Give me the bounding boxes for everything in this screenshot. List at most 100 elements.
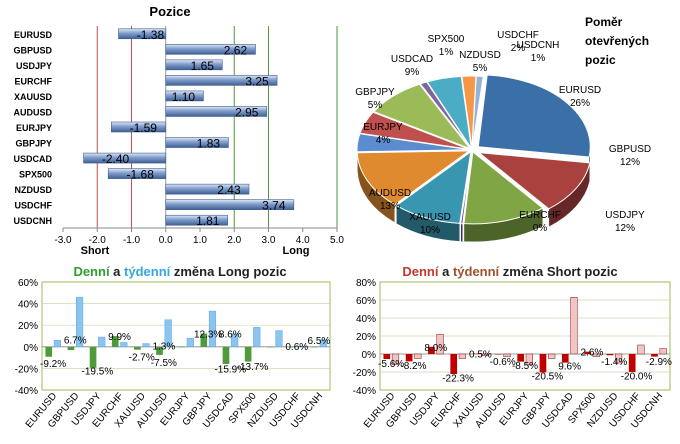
value-label: -2.40 xyxy=(102,152,130,166)
daily-bar xyxy=(405,354,413,362)
weekly-bar xyxy=(231,333,239,348)
y-tick-label: 40% xyxy=(356,314,376,325)
data-label: 0.6% xyxy=(285,342,308,353)
daily-bar xyxy=(428,346,435,354)
y-tick-label: 80% xyxy=(356,278,376,289)
x-tick-label: -2.0 xyxy=(89,235,107,246)
value-label: -1.68 xyxy=(127,168,155,182)
weekly-bar xyxy=(208,310,217,348)
pie-percent: 13% xyxy=(380,201,400,212)
value-label: -1.59 xyxy=(130,121,158,135)
category-label: USDCNH xyxy=(13,216,52,226)
weekly-bar xyxy=(436,333,444,355)
category-label: EURUSD xyxy=(14,30,53,40)
data-label: 12.3% xyxy=(194,330,222,341)
data-label: 6.7% xyxy=(64,336,87,347)
weekly-bar xyxy=(659,348,667,355)
short-label: Short xyxy=(81,245,110,257)
value-label: 1.10 xyxy=(172,90,196,104)
data-label: -8.2% xyxy=(400,361,426,372)
x-tick-label: 2.0 xyxy=(227,235,241,246)
plot-frame xyxy=(41,281,331,391)
data-label: -5.6% xyxy=(378,359,404,370)
daily-bar xyxy=(472,353,480,355)
data-label: -15.9% xyxy=(214,364,246,375)
daily-bar xyxy=(178,346,185,348)
weekly-bar xyxy=(75,296,84,348)
y-tick-label: 0% xyxy=(362,350,377,361)
pie-percent: 1% xyxy=(531,53,546,64)
weekly-bar xyxy=(275,330,283,348)
daily-bar xyxy=(266,346,274,348)
pie-title-line2: otevřených xyxy=(585,34,649,48)
value-label: 1.83 xyxy=(197,137,221,151)
category-label: USDCHF xyxy=(15,201,53,211)
short-chart-title: Denní a týdenní změna Short pozic xyxy=(402,264,617,279)
daily-bar xyxy=(67,346,75,351)
pie-label: EURCHF xyxy=(519,210,561,221)
category-label: AUDUSD xyxy=(13,107,52,117)
pie-slice xyxy=(463,150,544,225)
pie-percent: 2% xyxy=(511,43,526,54)
pie-percent: 0% xyxy=(533,223,548,234)
long-change-chart: Denní a týdenní změna Long pozic -40% -20… xyxy=(15,264,331,431)
pie-slice xyxy=(460,151,473,225)
y-tick-label: -40% xyxy=(353,386,376,397)
daily-bar xyxy=(495,354,502,355)
pie-title-line3: pozic xyxy=(585,53,616,67)
daily-bar xyxy=(311,346,318,348)
position-bar xyxy=(165,183,250,195)
weekly-bar xyxy=(53,340,61,348)
daily-bar xyxy=(606,354,614,356)
y-tick-label: -40% xyxy=(15,386,38,397)
value-label: 2.62 xyxy=(224,43,248,57)
daily-bar xyxy=(111,336,119,347)
pie-percent: 1% xyxy=(439,47,454,58)
x-tick-label: 1.0 xyxy=(193,235,207,246)
category-label: XAUUSD xyxy=(14,92,53,102)
x-tick-label: 3.0 xyxy=(262,235,276,246)
daily-bar xyxy=(289,346,296,348)
value-label: 3.74 xyxy=(262,199,286,213)
weekly-bar xyxy=(481,353,489,357)
value-label: 2.43 xyxy=(217,183,241,197)
value-label: 1.81 xyxy=(196,214,220,228)
data-label: -7.5% xyxy=(151,358,177,369)
pie-slice xyxy=(356,150,471,206)
value-label: 2.95 xyxy=(235,105,259,119)
daily-bar xyxy=(450,354,458,375)
pie-label: XAUUSD xyxy=(409,212,451,223)
position-bar xyxy=(83,152,167,164)
category-label: USDJPY xyxy=(16,61,52,71)
position-bar xyxy=(165,106,268,117)
long-chart-title: Denní a týdenní změna Long pozic xyxy=(73,264,286,279)
pie-slice xyxy=(419,81,472,149)
y-tick-label: 60% xyxy=(18,278,38,289)
y-tick-label: 20% xyxy=(356,332,376,343)
positions-title: Pozice xyxy=(149,4,190,19)
daily-bar xyxy=(156,346,163,355)
weekly-bar xyxy=(142,343,150,348)
category-label: GBPUSD xyxy=(13,45,52,55)
daily-bar xyxy=(584,351,591,354)
y-tick-label: 20% xyxy=(18,321,38,332)
weekly-bar xyxy=(98,336,106,348)
weekly-bar xyxy=(548,353,556,359)
weekly-bar xyxy=(253,327,261,348)
data-label: -2.7% xyxy=(129,353,155,364)
data-label: -20.0% xyxy=(621,372,653,383)
weekly-bar xyxy=(458,353,467,359)
weekly-bar xyxy=(297,345,305,348)
weekly-bar xyxy=(637,344,645,355)
pie-label: GBPUSD xyxy=(609,144,651,155)
long-title-weekly: týdenní xyxy=(124,264,171,279)
category-label: GBPJPY xyxy=(15,139,52,149)
weekly-bar xyxy=(414,353,422,359)
position-bar xyxy=(165,90,204,102)
pie-label: EURJPY xyxy=(363,122,403,133)
pie-label: USDJPY xyxy=(605,210,645,221)
pie-label: SPX500 xyxy=(428,34,465,45)
y-tick-label: 40% xyxy=(18,300,38,311)
long-title-daily: Denní xyxy=(73,264,110,279)
data-label: 6.5% xyxy=(308,336,331,347)
